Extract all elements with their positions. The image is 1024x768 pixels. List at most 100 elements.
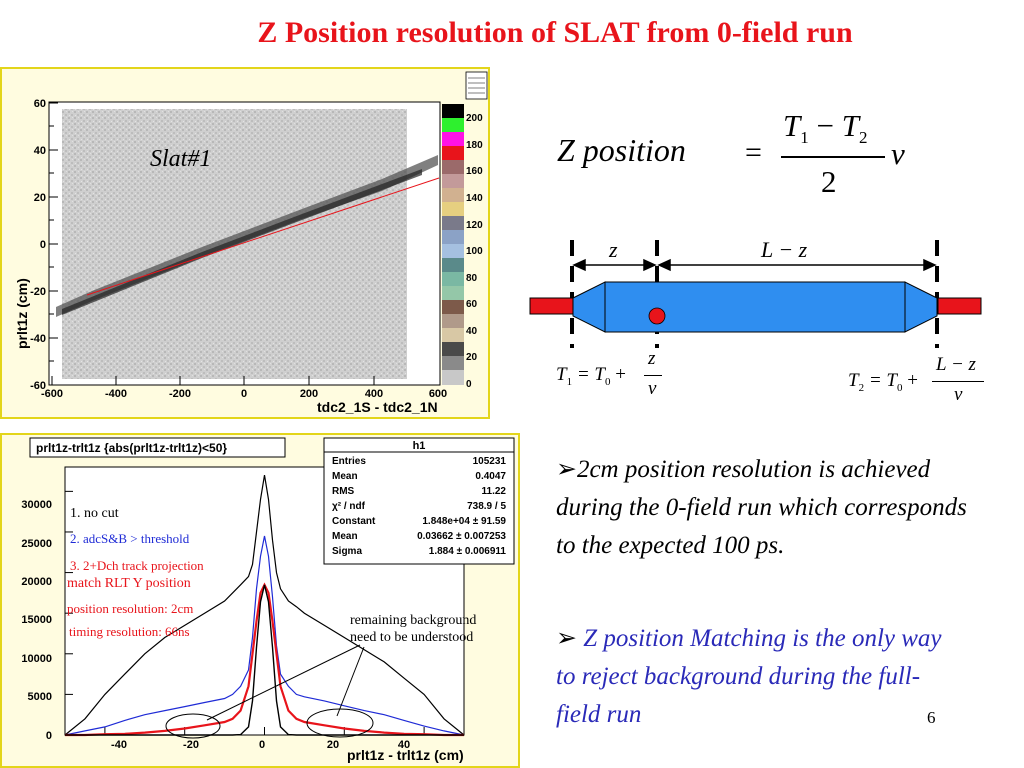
mini-stats-box [465, 71, 488, 100]
x-tick: -200 [169, 388, 191, 400]
x-tick: 200 [300, 388, 318, 400]
legend-position-resolution: position resolution: 2cm [67, 601, 193, 616]
stats-value: 1.884 ± 0.006911 [429, 546, 507, 557]
legend-no-cut: 1. no cut [70, 506, 119, 521]
x-tick: -600 [41, 388, 63, 400]
palette-tick: 120 [466, 220, 483, 231]
stats-key: Entries [332, 456, 366, 467]
palette-tick: 80 [466, 273, 478, 284]
x-axis-label: tdc2_1S - tdc2_1N [317, 399, 438, 415]
palette-tick: 60 [466, 299, 478, 310]
l-minus-z-label: L − z [760, 237, 808, 262]
color-palette [442, 104, 464, 385]
y-tick: 30000 [21, 499, 52, 511]
x-axis: -600 -400 -200 0 200 400 600 [41, 388, 447, 400]
y-tick: 20 [34, 192, 46, 204]
y-axis-label: prlt1z (cm) [14, 278, 30, 349]
x-tick: 20 [327, 739, 339, 751]
y-tick: 20000 [21, 576, 52, 588]
x-axis-label: prlt1z - trlt1z (cm) [347, 747, 464, 763]
y-tick: 25000 [21, 538, 52, 550]
y-tick: 5000 [28, 691, 52, 703]
stats-key: Mean [332, 531, 358, 542]
stats-value: 738.9 / 5 [467, 501, 506, 512]
stats-value: 0.03662 ± 0.007253 [417, 531, 506, 542]
legend-timing-resolution: timing resolution: 66ns [69, 624, 190, 639]
left-light-guide [572, 281, 606, 333]
stats-value: 11.22 [482, 486, 507, 497]
x-tick: -40 [111, 739, 127, 751]
t1-formula: T1 = T0 + z v [556, 346, 676, 406]
histogram-panel: prlt1z-trlt1z {abs(prlt1z-trlt1z)<50} 30… [0, 433, 520, 768]
l-minus-z-arrow [657, 258, 937, 272]
y-tick: -60 [30, 380, 46, 392]
scatter-band-core [62, 169, 422, 315]
palette-tick: 100 [466, 246, 483, 257]
y-tick: -40 [30, 333, 46, 345]
z-position-formula: Z position = T1 − T2 2 v [555, 108, 915, 208]
y-tick: 60 [34, 98, 46, 110]
x-tick: 0 [241, 388, 247, 400]
x-tick: -400 [105, 388, 127, 400]
slat-label: Slat#1 [150, 146, 211, 172]
stats-key: χ² / ndf [332, 501, 366, 512]
formula-eq: = [745, 136, 762, 169]
legend-track-cut: 3. 2+Dch track projection [70, 558, 204, 573]
background-ellipses [165, 644, 374, 739]
stats-value: 0.4047 [475, 471, 506, 482]
bullet-arrow-icon: ➢ [556, 625, 577, 652]
palette-tick: 40 [466, 326, 478, 337]
left-pmt [529, 297, 574, 315]
stats-key: RMS [332, 486, 355, 497]
formula-v: v [891, 136, 905, 171]
palette-tick: 140 [466, 193, 483, 204]
bullet-2-text: Z position Matching is the only way to r… [556, 625, 942, 728]
slide-title: Z Position resolution of SLAT from 0-fie… [257, 16, 853, 49]
histogram-title: prlt1z-trlt1z {abs(prlt1z-trlt1z)<50} [36, 441, 227, 455]
formula-numerator: T1 − T2 [783, 108, 868, 148]
formula-lhs: Z position [557, 132, 686, 168]
y-tick: -20 [30, 286, 46, 298]
stats-value: 105231 [473, 456, 507, 467]
bullet-2: ➢ Z position Matching is the only way to… [556, 620, 956, 734]
x-tick: 0 [259, 739, 265, 751]
bullet-1-text: 2cm position resolution is achieved duri… [556, 456, 967, 559]
y-tick: 40 [34, 145, 46, 157]
z-label: z [608, 237, 618, 262]
formula-fraction-bar [781, 156, 885, 158]
page-number: 6 [927, 708, 936, 727]
histogram-series-2 [64, 535, 465, 736]
background-annotation-2: need to be understood [350, 630, 473, 645]
legend-adc-cut: 2. adcS&B > threshold [70, 531, 190, 546]
legend-track-cut-2: match RLT Y position [67, 576, 191, 591]
hit-point [648, 307, 666, 325]
x-tick: -20 [183, 739, 199, 751]
y-tick: 0 [46, 730, 52, 742]
formula-denominator: 2 [821, 164, 837, 199]
y-tick: 15000 [21, 614, 52, 626]
right-light-guide [904, 281, 938, 333]
bullet-arrow-icon: ➢ [556, 456, 577, 483]
palette-tick: 20 [466, 352, 478, 363]
stats-key: Constant [332, 516, 376, 527]
histogram-series-1 [64, 475, 465, 736]
bullet-1: ➢2cm position resolution is achieved dur… [556, 451, 976, 565]
x-tick: 40 [398, 739, 410, 751]
palette-tick: 200 [466, 113, 483, 124]
t2-formula: T2 = T0 + L − z v [848, 352, 998, 412]
slat-bar [604, 281, 906, 333]
stats-key: Mean [332, 471, 358, 482]
scatter-plot-panel: Slat#1 60 40 20 0 -20 -40 -60 -600 -400 … [0, 67, 490, 419]
histogram-series-4 [65, 584, 464, 736]
palette-tick: 0 [466, 379, 472, 390]
stats-box: h1 Entries 105231 Mean 0.4047 RMS 11.22 … [323, 437, 515, 565]
histogram-plot: prlt1z-trlt1z {abs(prlt1z-trlt1z)<50} 30… [21, 437, 515, 763]
stats-key: Sigma [332, 546, 362, 557]
x-tick: 600 [429, 388, 447, 400]
scatter-plot: Slat#1 60 40 20 0 -20 -40 -60 -600 -400 … [14, 71, 488, 415]
right-pmt [937, 297, 982, 315]
y-tick: 10000 [21, 653, 52, 665]
stats-value: 1.848e+04 ± 91.59 [422, 516, 506, 527]
y-axis: 60 40 20 0 -20 -40 -60 [30, 98, 46, 392]
x-tick: 400 [365, 388, 383, 400]
